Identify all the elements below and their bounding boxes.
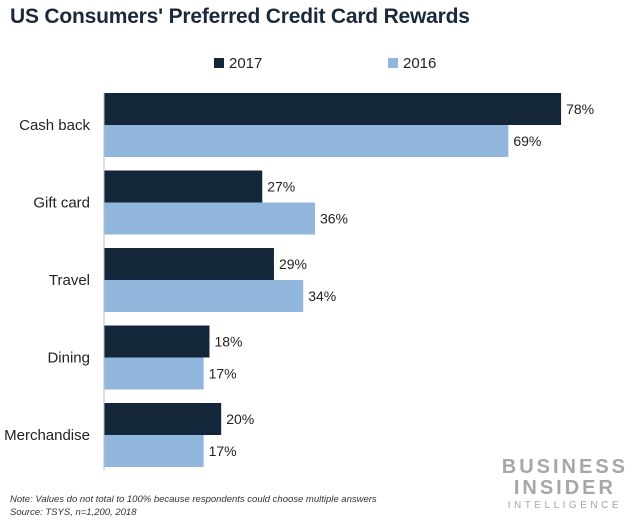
legend-swatch-2017 — [214, 58, 224, 68]
data-label-merchandise-2017: 20% — [226, 411, 254, 427]
category-label-gift-card: Gift card — [33, 195, 90, 212]
bar-merchandise-2017 — [104, 403, 222, 435]
bar-chart: 2017 2016 Cash back 78% 69% Gift card 27% 36% Tr… — [4, 55, 594, 471]
category-label-cash-back: Cash back — [19, 117, 90, 134]
data-label-merchandise-2016: 17% — [209, 443, 237, 459]
category-label-merchandise: Merchandise — [4, 427, 90, 444]
legend-swatch-2016 — [388, 58, 398, 68]
data-label-gift-card-2017: 27% — [267, 179, 295, 195]
bar-dining-2017 — [104, 325, 210, 358]
chart-source: Source: TSYS, n=1,200, 2018 — [10, 507, 137, 518]
logo-line-1: BUSINESS — [501, 456, 628, 478]
category-label-dining: Dining — [47, 350, 90, 367]
chart-note: Note: Values do not total to 100% becaus… — [10, 494, 377, 505]
legend-label-2016: 2016 — [403, 55, 436, 72]
legend-label-2017: 2017 — [229, 55, 262, 72]
business-insider-logo: BUSINESS INSIDER INTELLIGENCE — [502, 457, 628, 512]
data-label-cash-back-2016: 69% — [513, 133, 541, 149]
data-label-dining-2017: 18% — [214, 334, 242, 350]
logo-line-2: INSIDER — [513, 477, 616, 499]
bar-gift-card-2017 — [104, 170, 263, 203]
bar-gift-card-2016 — [104, 202, 315, 235]
bar-dining-2016 — [104, 357, 204, 390]
logo-line-3: INTELLIGENCE — [507, 500, 622, 511]
bar-cash-back-2016 — [104, 125, 509, 157]
data-label-travel-2017: 29% — [279, 256, 307, 272]
bar-travel-2016 — [104, 280, 304, 312]
bar-cash-back-2017 — [104, 93, 562, 125]
data-label-cash-back-2017: 78% — [566, 101, 594, 117]
category-label-travel: Travel — [49, 272, 90, 289]
data-label-gift-card-2016: 36% — [320, 211, 348, 227]
data-label-travel-2016: 34% — [308, 288, 336, 304]
bar-merchandise-2016 — [104, 435, 204, 467]
data-label-dining-2016: 17% — [209, 366, 237, 382]
bar-travel-2017 — [104, 248, 274, 280]
chart-title: US Consumers' Preferred Credit Card Rewa… — [10, 5, 470, 28]
